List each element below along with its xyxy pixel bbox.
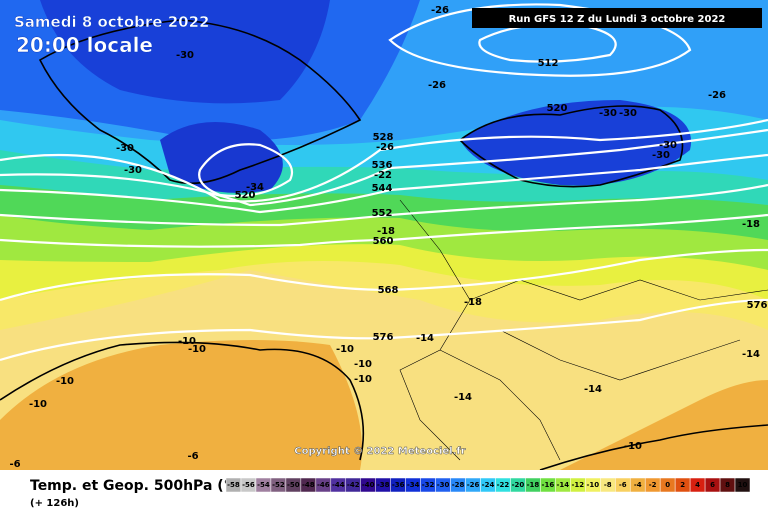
map-label: -10 — [56, 376, 74, 387]
legend-label: -20 — [512, 481, 525, 489]
map-label: -6 — [9, 459, 20, 470]
legend-label: -38 — [377, 481, 390, 489]
legend-label: -40 — [362, 481, 375, 489]
map-label: -14 — [742, 349, 760, 360]
legend-label: -4 — [634, 481, 642, 489]
legend-label: 6 — [710, 481, 715, 489]
map-label: 512 — [538, 58, 559, 69]
cold-core — [40, 0, 330, 104]
map-label: -26 — [708, 90, 726, 101]
time: 20:00 locale — [16, 33, 153, 57]
legend-label: -44 — [332, 481, 345, 489]
legend-label: 4 — [695, 481, 700, 489]
legend-label: -22 — [497, 481, 510, 489]
map-label: -30 — [116, 143, 134, 154]
legend-label: -58 — [227, 481, 240, 489]
map-label: -26 — [376, 142, 394, 153]
legend: -58 -56 -54 -52 -50 -48 -46 -44 -42 -40 -38 -36 -34-… — [225, 477, 751, 493]
legend-label: -54 — [257, 481, 270, 489]
map-label: -14 — [454, 392, 472, 403]
legend-label: -42 — [347, 481, 360, 489]
legend-label: -2 — [649, 481, 657, 489]
map-label: -14 — [584, 384, 602, 395]
map-label: 576 — [373, 332, 394, 343]
legend-label: 0 — [665, 481, 670, 489]
map-label: -26 — [428, 80, 446, 91]
map-label: 520 — [235, 190, 256, 201]
legend-label: -46 — [317, 481, 330, 489]
map-label: -6 — [187, 451, 198, 462]
map-label: 528 — [373, 132, 394, 143]
map-label: 536 — [372, 160, 393, 171]
legend-label: -28 — [452, 481, 465, 489]
map-label: -18 — [742, 219, 760, 230]
legend-label: -16 — [542, 481, 555, 489]
legend-label: -14 — [557, 481, 570, 489]
legend-label: 8 — [725, 481, 730, 489]
legend-label: -52 — [272, 481, 285, 489]
warm-area — [0, 340, 362, 470]
legend-label: -56 — [242, 481, 255, 489]
map-label: 552 — [372, 208, 393, 219]
legend-label: -24 — [482, 481, 495, 489]
run-box — [472, 8, 762, 28]
legend-label: 2 — [680, 481, 685, 489]
map-label: -10 — [624, 441, 642, 452]
legend-label: -18 — [527, 481, 540, 489]
map-labels: -30-26-26512-30-30-34520528-26536-225445… — [9, 5, 767, 470]
map-label: -10 — [188, 344, 206, 355]
map-label: -10 — [29, 399, 47, 410]
map-label: -26 — [431, 5, 449, 16]
footer-title: Temp. et Geop. 500hPa (°C) — [30, 478, 247, 494]
map-label: 576 — [747, 300, 768, 311]
map-label: -34 — [246, 182, 264, 193]
footer-lead: (+ 126h) — [30, 498, 79, 509]
legend-label: -10 — [586, 481, 599, 489]
legend-label: -6 — [619, 481, 627, 489]
map-label: -10 — [354, 359, 372, 370]
legend-label: -8 — [604, 481, 612, 489]
map-label: -18 — [464, 297, 482, 308]
legend-label: -34 — [407, 481, 420, 489]
legend-label: -36 — [392, 481, 405, 489]
map-label: -30 — [599, 108, 617, 119]
legend-label: -26 — [467, 481, 480, 489]
map-label: -10 — [336, 344, 354, 355]
legend-label: -30 — [437, 481, 450, 489]
map-label: -10 — [354, 374, 372, 385]
map-label: 560 — [373, 236, 394, 247]
warm-area — [560, 380, 768, 470]
map-label: 544 — [372, 183, 393, 194]
map-label: -30 — [176, 50, 194, 61]
map-label: -10 — [178, 336, 196, 347]
legend-label: -32 — [422, 481, 435, 489]
contours — [0, 3, 768, 362]
run-info: Run GFS 12 Z du Lundi 3 octobre 2022 — [509, 14, 726, 25]
date: Samedi 8 octobre 2022 — [14, 13, 209, 31]
legend-label: -48 — [302, 481, 315, 489]
map-label: -22 — [374, 170, 392, 181]
map-label: -30 — [619, 108, 637, 119]
borders — [399, 199, 768, 461]
map-label: -30 — [652, 150, 670, 161]
map-label: -30 — [659, 140, 677, 151]
map-label: -30 — [124, 165, 142, 176]
copyright: Copyright © 2022 Meteociel.fr — [294, 446, 465, 457]
legend-label: 10 — [738, 481, 748, 489]
legend-label: -12 — [572, 481, 585, 489]
legend-label: -50 — [287, 481, 300, 489]
cold-core — [460, 100, 692, 186]
legend-swatch — [734, 477, 751, 493]
map-label: -14 — [416, 333, 434, 344]
map-label: 520 — [547, 103, 568, 114]
cold-core — [160, 122, 283, 193]
map-label: -18 — [377, 226, 395, 237]
map-label: 568 — [378, 285, 399, 296]
